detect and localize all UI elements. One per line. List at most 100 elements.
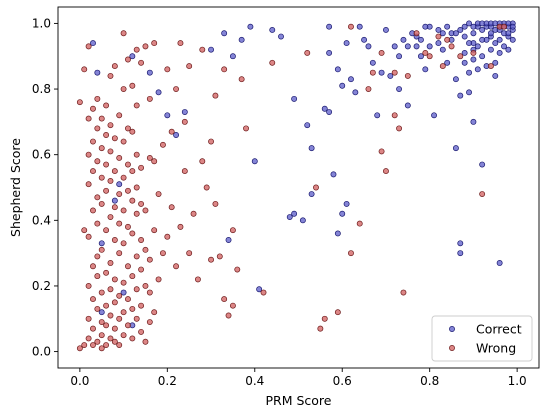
point-wrong-160 (238, 76, 245, 83)
point-wrong-134 (168, 204, 175, 211)
point-wrong-104 (133, 151, 140, 158)
point-wrong-103 (133, 184, 140, 191)
point-wrong-88 (125, 161, 131, 168)
point-wrong-92 (129, 305, 136, 312)
point-correct-50 (383, 27, 389, 33)
point-correct-137 (404, 43, 411, 50)
point-correct-9 (146, 69, 153, 76)
point-correct-15 (221, 30, 228, 37)
point-correct-58 (417, 53, 424, 60)
point-correct-23 (278, 33, 284, 40)
point-correct-24 (286, 214, 293, 220)
y-tick-label-0: 0.0 (32, 345, 51, 359)
y-tick-label-4: 0.8 (32, 82, 51, 96)
point-wrong-9 (85, 181, 92, 188)
point-wrong-60 (111, 276, 118, 283)
point-wrong-21 (94, 338, 101, 345)
point-correct-135 (417, 36, 424, 43)
point-wrong-112 (138, 164, 145, 171)
point-wrong-52 (107, 214, 114, 220)
point-wrong-73 (116, 112, 123, 119)
point-correct-25 (291, 210, 298, 217)
x-axis-label: PRM Score (266, 393, 332, 408)
point-wrong-164 (304, 50, 311, 56)
point-wrong-181 (404, 72, 411, 79)
point-wrong-24 (94, 253, 101, 260)
point-wrong-23 (94, 273, 101, 280)
point-wrong-65 (111, 63, 118, 70)
point-correct-48 (374, 112, 381, 119)
point-wrong-74 (120, 332, 127, 339)
y-tick-label-3: 0.6 (32, 148, 51, 162)
point-correct-35 (339, 210, 346, 217)
point-wrong-66 (116, 342, 123, 348)
point-wrong-183 (422, 50, 429, 56)
point-wrong-17 (90, 207, 96, 214)
point-wrong-110 (138, 237, 145, 243)
point-wrong-30 (98, 345, 105, 352)
point-wrong-168 (334, 309, 341, 316)
point-wrong-83 (125, 322, 131, 329)
point-wrong-49 (107, 312, 114, 319)
y-axis-label: Shepherd Score (8, 138, 23, 237)
point-correct-41 (343, 40, 350, 47)
point-wrong-63 (111, 168, 118, 175)
point-correct-13 (181, 109, 188, 115)
point-correct-55 (404, 102, 411, 109)
point-wrong-131 (159, 141, 166, 148)
point-wrong-82 (120, 30, 127, 37)
point-wrong-72 (116, 155, 123, 161)
point-wrong-95 (129, 197, 136, 204)
point-wrong-6 (85, 315, 92, 322)
point-correct-36 (343, 200, 350, 207)
point-wrong-190 (470, 50, 477, 56)
point-correct-82 (479, 161, 486, 168)
point-wrong-11 (85, 115, 92, 122)
point-correct-131 (439, 30, 446, 37)
point-wrong-126 (151, 158, 158, 165)
point-wrong-93 (129, 273, 136, 280)
point-wrong-118 (142, 43, 149, 50)
point-wrong-51 (107, 260, 114, 266)
point-wrong-59 (111, 299, 118, 306)
point-wrong-154 (221, 296, 228, 303)
point-correct-18 (238, 36, 245, 43)
point-wrong-77 (120, 240, 127, 247)
point-wrong-147 (199, 46, 206, 53)
point-correct-54 (400, 36, 407, 43)
point-correct-80 (479, 27, 486, 33)
legend-box (431, 315, 533, 362)
point-wrong-3 (81, 227, 88, 234)
point-wrong-39 (103, 342, 110, 348)
point-wrong-169 (348, 250, 354, 257)
point-correct-118 (457, 27, 464, 33)
point-wrong-191 (479, 191, 486, 198)
point-correct-30 (308, 191, 315, 198)
point-correct-88 (487, 46, 494, 53)
point-wrong-70 (116, 220, 123, 227)
point-wrong-189 (457, 53, 464, 60)
series-correct (90, 20, 516, 329)
point-wrong-108 (138, 302, 145, 309)
point-wrong-48 (107, 335, 114, 342)
point-wrong-38 (98, 115, 105, 122)
point-correct-19 (247, 23, 254, 30)
point-wrong-76 (120, 279, 127, 286)
point-wrong-62 (111, 204, 118, 211)
point-wrong-124 (151, 309, 158, 316)
point-wrong-158 (229, 302, 236, 309)
points-layer (76, 20, 516, 352)
point-wrong-157 (229, 227, 236, 234)
point-wrong-133 (164, 233, 171, 240)
point-wrong-41 (103, 302, 110, 309)
point-wrong-194 (501, 23, 507, 30)
point-correct-40 (339, 82, 346, 89)
point-wrong-162 (260, 289, 267, 296)
point-correct-2 (98, 240, 105, 247)
point-wrong-13 (90, 342, 96, 348)
point-correct-33 (330, 171, 337, 178)
x-axis-ticks: 0.0 0.2 0.4 0.6 0.8 1.0 (70, 368, 527, 388)
point-correct-66 (452, 76, 459, 83)
point-correct-61 (431, 112, 437, 119)
point-wrong-109 (138, 266, 145, 273)
